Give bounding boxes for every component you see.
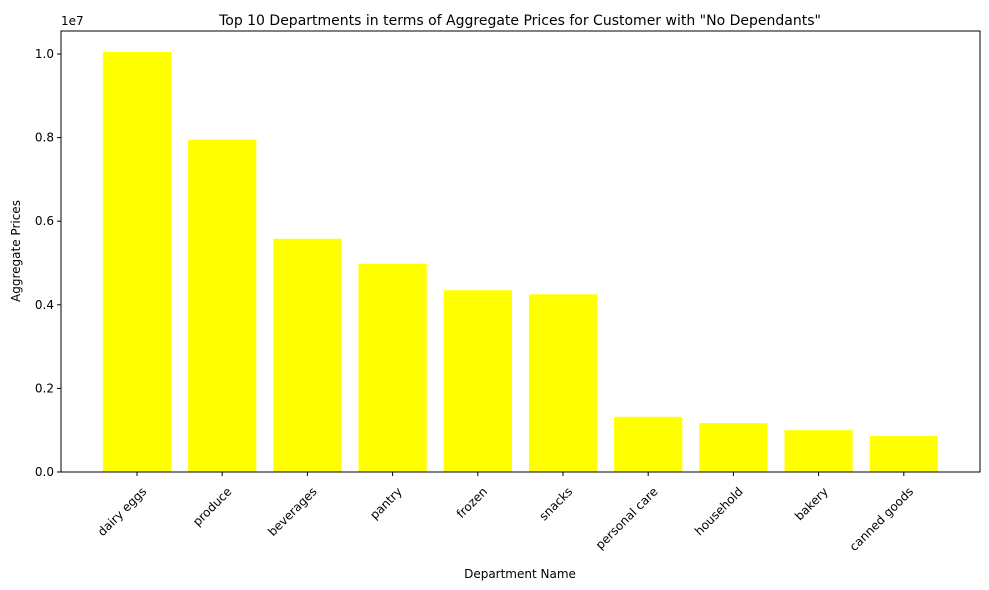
bar-snacks <box>528 294 598 472</box>
bar-canned-goods <box>869 436 938 472</box>
bar-produce <box>188 139 257 472</box>
bar-frozen <box>443 290 512 472</box>
bars-group <box>102 51 938 473</box>
y-tick-label: 0.4 <box>35 298 54 312</box>
bar-household <box>699 423 768 472</box>
y-tick-label: 1.0 <box>35 47 54 61</box>
x-axis-title: Department Name <box>464 567 576 581</box>
y-tick-label: 0.6 <box>35 214 54 228</box>
bar-dairy-eggs <box>102 51 172 473</box>
bar-beverages <box>273 238 342 472</box>
chart-title: Top 10 Departments in terms of Aggregate… <box>218 13 821 29</box>
y-axis: 0.0 0.2 0.4 0.6 0.8 1.0 <box>35 47 61 479</box>
bar-personal-care <box>614 416 683 472</box>
y-tick-label: 0.0 <box>35 465 54 479</box>
y-multiplier-text: 1e7 <box>61 14 84 28</box>
plot-frame <box>60 30 981 473</box>
y-tick-label: 0.2 <box>35 381 54 395</box>
bar-pantry <box>358 263 427 472</box>
bar-bakery <box>784 430 853 472</box>
y-tick-label: 0.8 <box>35 131 54 145</box>
y-axis-title: Aggregate Prices <box>9 200 23 302</box>
y-axis-multiplier: 1e7 <box>61 14 84 28</box>
